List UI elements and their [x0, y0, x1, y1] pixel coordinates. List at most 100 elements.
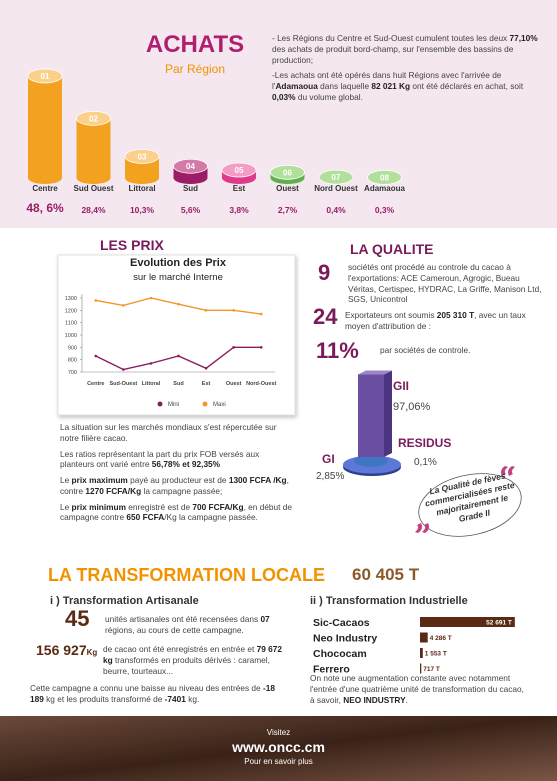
qualite-figure: 11%: [316, 338, 359, 363]
badge: 05: [235, 166, 244, 175]
category-label: RESIDUS: [398, 436, 451, 450]
category-label: Chococam: [313, 648, 367, 660]
price-chart-box: [57, 254, 296, 416]
category-label: Littoral: [128, 184, 156, 193]
badge: 01: [41, 72, 50, 81]
text-run: la campagne passée;: [141, 485, 223, 496]
badge: 02: [89, 114, 98, 123]
value-label: 2,7%: [277, 205, 298, 215]
value-label: 0,1%: [414, 457, 437, 468]
category-label: Neo Industry: [313, 633, 377, 645]
x-tick-label: Littoral: [142, 381, 161, 387]
text-run: -18 189: [30, 683, 275, 704]
value-label: 97,06%: [393, 401, 431, 413]
value-label: 717 T: [423, 666, 440, 673]
qualite-text: Exportateurs ont soumis 205 310 T, avec …: [345, 310, 540, 332]
bar: [420, 648, 423, 658]
text-run: -7401: [164, 693, 186, 704]
text-run: On note une augmentation constante avec …: [310, 673, 524, 705]
cylinder-cap: [318, 169, 354, 185]
point: [94, 354, 98, 358]
text-run: régions, au cours de cette campagne.: [105, 624, 244, 635]
footer-tail: Pour en savoir plus: [244, 757, 313, 766]
point: [232, 346, 235, 349]
disc-top: [354, 454, 388, 467]
text-run: 700 FCFA/Kg: [192, 501, 244, 512]
text-run: 07: [260, 614, 270, 624]
artisanale-text: de cacao ont été enregistrés en entrée e…: [103, 644, 288, 676]
text-run: payé au producteur est de: [127, 475, 229, 486]
artisanale-figure: 156 927Kg: [36, 643, 97, 657]
text-run: 82 021 Kg: [371, 81, 411, 92]
badge: 06: [283, 168, 292, 177]
qualite-figure: 9: [318, 260, 331, 285]
achats-title: ACHATS: [145, 31, 245, 58]
badge: 07: [332, 173, 341, 182]
x-tick-label: Centre: [87, 381, 104, 387]
point: [122, 304, 125, 307]
y-tick-label: 1200: [65, 308, 77, 314]
x-tick-label: Ouest: [226, 381, 242, 387]
badge: 04: [186, 162, 195, 171]
text-run: 56,78% et 92,35%: [151, 459, 221, 470]
point: [259, 312, 263, 316]
x-tick-label: Nord-Ouest: [246, 381, 276, 387]
transformation-total: 60 405 T: [352, 565, 420, 584]
point: [204, 367, 208, 370]
x-tick-label: Est: [202, 381, 211, 387]
badge: 03: [138, 152, 147, 161]
quote-close: [415, 523, 429, 533]
badge: 08: [380, 173, 389, 182]
artisanale-text: unités artisanales ont été recensées dan…: [105, 614, 285, 636]
point: [177, 354, 180, 358]
industrielle-note: On note une augmentation constante avec …: [310, 673, 525, 705]
value-label: 2,85%: [316, 471, 344, 482]
text-run: enregistré est de: [125, 501, 193, 512]
category-label: Ouest: [276, 184, 299, 193]
value-label: 0,4%: [326, 205, 346, 215]
bar: [420, 617, 515, 627]
achats-notes: - Les Régions du Centre et Sud-Ouest cum…: [272, 33, 544, 108]
footer-lead: Visitez: [266, 728, 291, 737]
text-run: 1270 FCFA/Kg: [85, 485, 142, 496]
footer-url: www.oncc.cm: [232, 739, 325, 755]
quote-open: [501, 466, 515, 476]
value-label: 4 286 T: [430, 635, 452, 642]
text-run: Le: [60, 501, 72, 512]
y-tick-label: 900: [68, 345, 77, 351]
value-label: 5,6%: [180, 205, 201, 215]
text-run: prix maximum: [71, 475, 128, 486]
text-run: du volume global.: [295, 91, 363, 102]
cylinder-cap: [124, 148, 160, 164]
category-label: Centre: [32, 184, 58, 193]
legend-label: Mini: [168, 402, 179, 408]
point: [149, 296, 153, 300]
cylinder-cap: [76, 110, 111, 126]
point: [122, 368, 125, 371]
text-run: 0,03%: [272, 91, 296, 102]
cylinder-cap: [221, 162, 257, 178]
artisanale-note: Cette campagne a connu une baisse au niv…: [30, 683, 290, 705]
qualite-text: sociétés ont procédé au controle du caca…: [348, 262, 543, 305]
text-run: Les ratios représentant la part du prix …: [60, 448, 260, 470]
text-run: kg.: [185, 693, 200, 704]
artisanale-figure: 45: [65, 608, 89, 630]
x-tick-label: Sud-Ouest: [109, 381, 137, 387]
text-run: 1300 FCFA /Kg: [228, 475, 287, 486]
value-label: 28,4%: [81, 205, 106, 215]
cylinder-cap: [270, 164, 305, 180]
text-run: kg et les produits transformé de: [43, 693, 165, 704]
bar: [420, 632, 428, 643]
figure-number: 45: [65, 606, 90, 631]
text-run: /Kg la campagne passée.: [164, 512, 258, 523]
point: [94, 299, 98, 302]
value-label: 1 553 T: [425, 651, 447, 658]
bar: [358, 374, 384, 457]
text-run: 77,10%: [509, 33, 538, 43]
achats-paragraph: -Les achats ont été opérés dans huit Rég…: [272, 70, 544, 102]
cylinder: [28, 75, 62, 178]
text-run: unités artisanales ont été recensées dan…: [105, 614, 261, 624]
point: [204, 309, 208, 312]
bar: [420, 663, 422, 674]
